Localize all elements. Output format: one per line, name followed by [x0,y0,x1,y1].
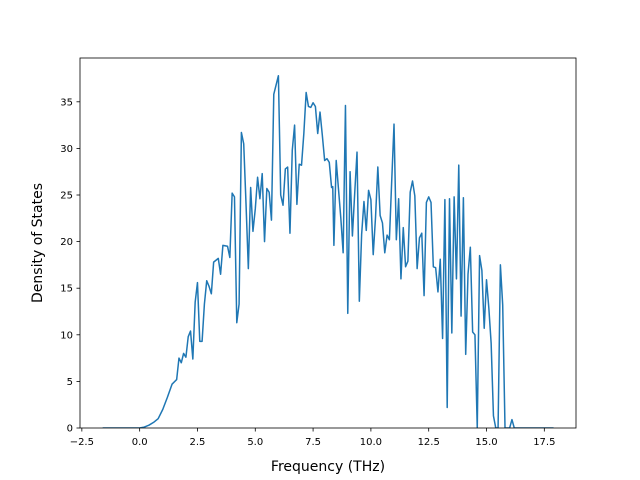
y-tick-label: 5 [67,377,73,388]
y-tick-label: 35 [60,97,73,108]
y-tick-label: 25 [60,191,73,202]
y-tick-label: 30 [60,144,73,155]
x-tick-label: 12.5 [418,437,440,448]
y-tick-label: 20 [60,237,73,248]
x-tick-label: 2.5 [190,437,206,448]
x-axis-label: Frequency (THz) [271,459,385,475]
y-tick-label: 15 [60,284,73,295]
x-tick-label: 17.5 [533,437,555,448]
y-axis-label: Density of States [30,183,46,303]
x-tick-label: −2.5 [70,437,94,448]
x-tick-label: 0.0 [132,437,148,448]
x-tick-label: 7.5 [305,437,321,448]
data-line [102,74,554,428]
x-tick-label: 15.0 [475,437,497,448]
plot-frame [79,57,577,429]
y-tick-label: 10 [60,330,73,341]
x-tick-label: 10.0 [360,437,382,448]
y-tick-label: 0 [67,424,73,435]
x-tick-label: 5.0 [247,437,263,448]
